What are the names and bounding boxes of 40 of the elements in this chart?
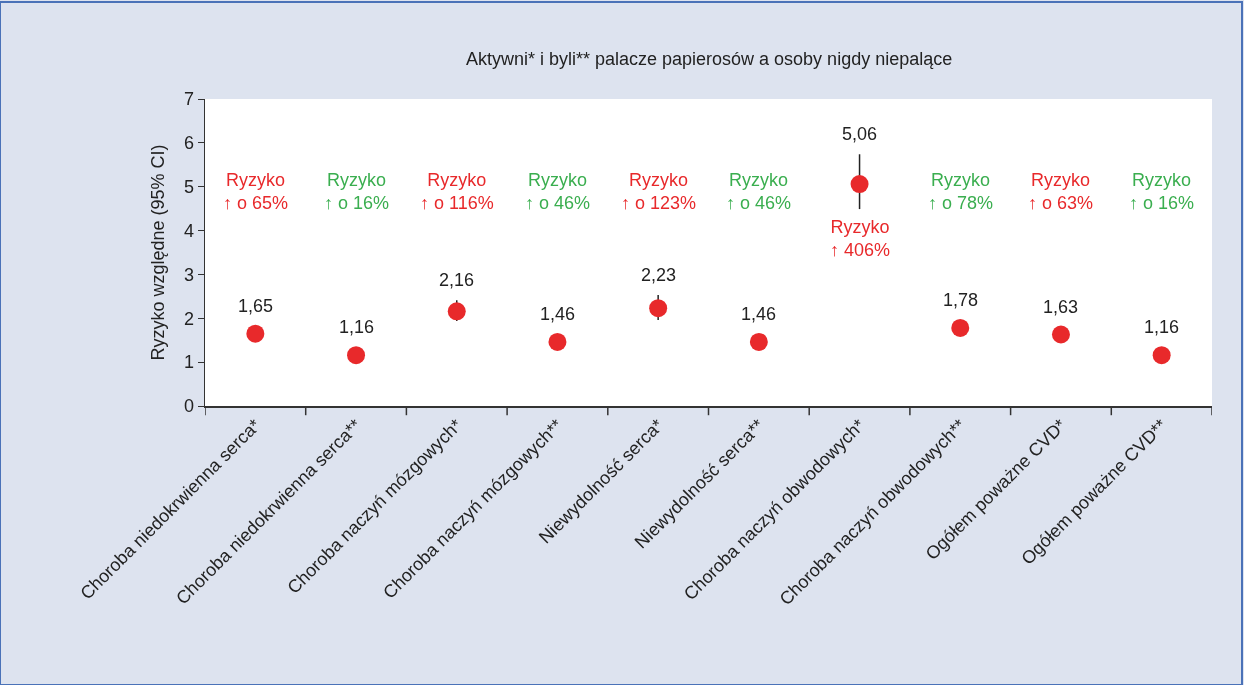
data-label: 1,46 — [741, 304, 777, 324]
y-tick-label: 6 — [183, 133, 194, 154]
point — [951, 318, 970, 337]
data-label: 1,16 — [1144, 317, 1180, 337]
point — [850, 175, 869, 194]
y-axis-title: Ryzyko względne (95% CI) — [148, 144, 169, 361]
annotation: Ryzyko ↑ o 16% — [1129, 170, 1195, 214]
annotation: Ryzyko ↑ 406% — [830, 217, 891, 261]
annotation: Ryzyko ↑ o 63% — [1028, 170, 1094, 214]
chart-title: Aktywni* i byli** palacze papierosów a osoby nigdy niepalące — [465, 48, 953, 69]
y-tick-label: 5 — [183, 177, 194, 198]
data-label: 2,23 — [641, 265, 677, 285]
annotation: Ryzyko ↑ o 78% — [928, 170, 994, 214]
y-tick-label: 3 — [183, 264, 194, 285]
point — [548, 332, 567, 351]
data-label: 1,46 — [540, 304, 576, 324]
point — [749, 332, 768, 351]
annotation: Ryzyko ↑ o 65% — [223, 170, 289, 214]
y-tick-label: 7 — [183, 89, 194, 110]
annotation: Ryzyko ↑ o 46% — [726, 170, 792, 214]
data-label: 1,65 — [238, 296, 274, 316]
y-tick-label: 1 — [183, 352, 194, 373]
point — [347, 346, 366, 365]
point — [649, 299, 668, 318]
data-label: 1,63 — [1043, 297, 1079, 317]
annotation: Ryzyko ↑ o 116% — [420, 170, 494, 214]
data-label: 5,06 — [842, 124, 878, 144]
point — [1051, 325, 1070, 344]
y-tick-label: 2 — [183, 308, 194, 329]
data-label: 2,16 — [439, 270, 475, 290]
point — [447, 302, 466, 321]
annotation: Ryzyko ↑ o 16% — [324, 170, 390, 214]
data-label: 1,16 — [339, 317, 375, 337]
point — [246, 324, 265, 343]
annotation: Ryzyko ↑ o 123% — [621, 170, 697, 214]
y-tick-label: 4 — [183, 220, 194, 241]
annotation: Ryzyko ↑ o 46% — [525, 170, 591, 214]
data-label: 1,78 — [943, 290, 979, 310]
y-tick-label: 0 — [183, 396, 194, 417]
point — [1152, 346, 1171, 365]
